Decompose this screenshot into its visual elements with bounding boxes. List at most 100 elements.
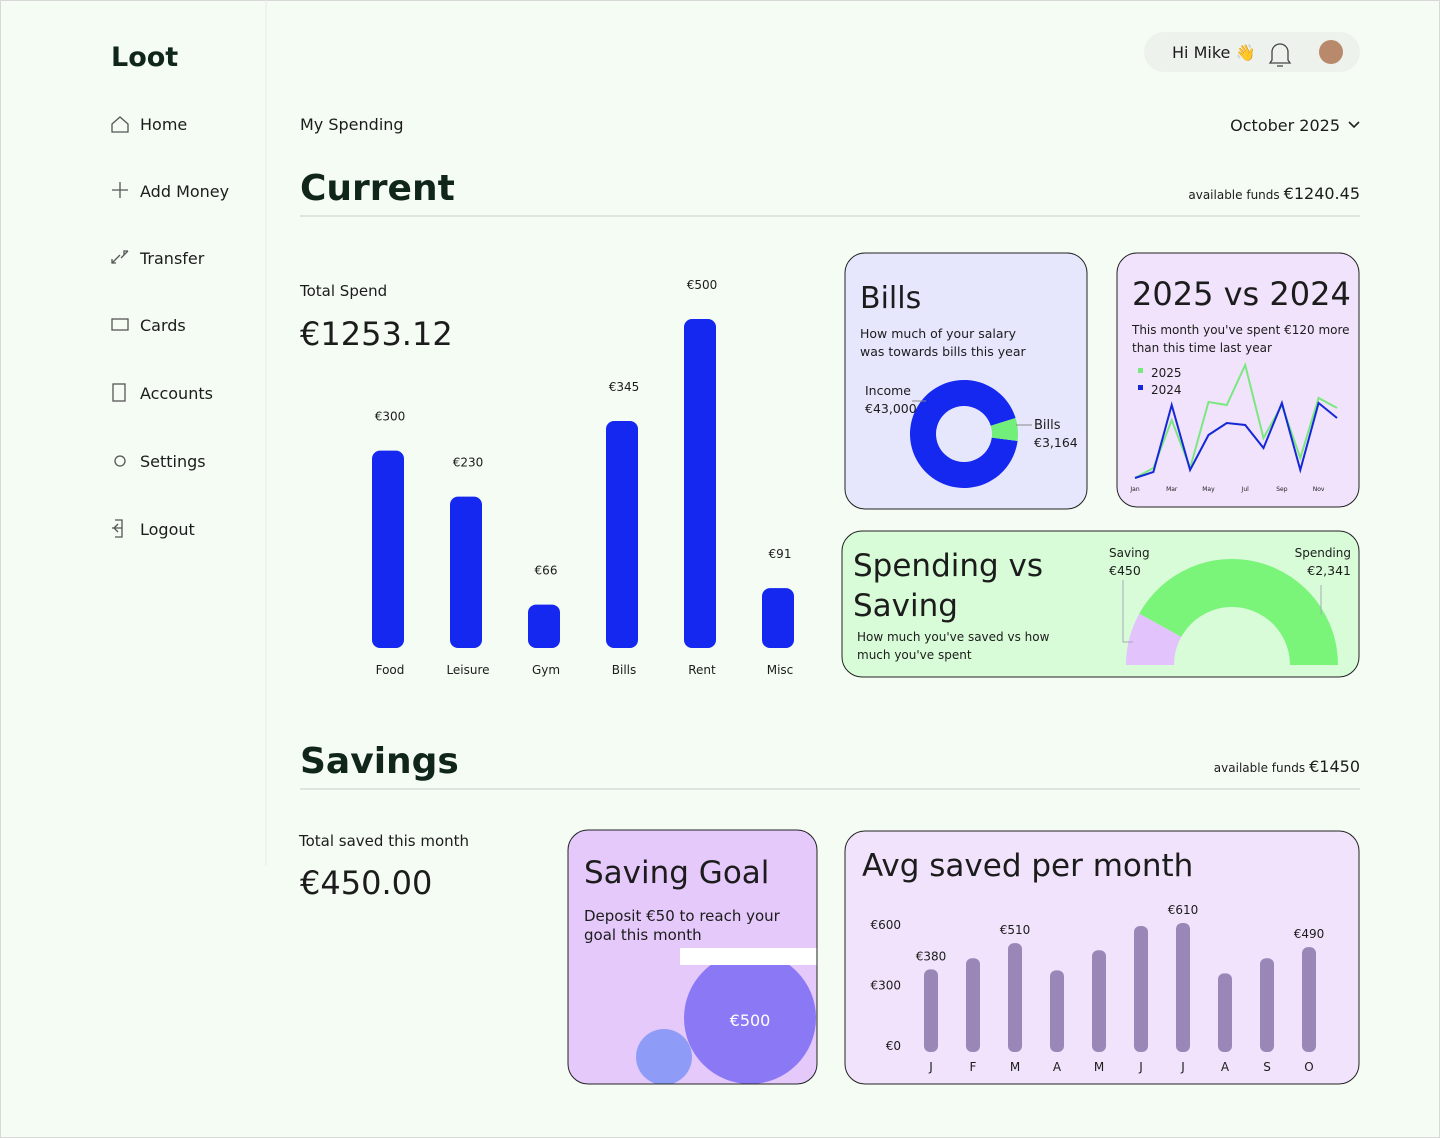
x-tick-label: Leisure bbox=[446, 663, 489, 677]
bar-label: €345 bbox=[609, 380, 640, 394]
card-subtitle: How much you've saved vs how bbox=[857, 630, 1050, 644]
nav-item[interactable]: Transfer bbox=[139, 249, 205, 268]
slice-label: Income bbox=[865, 383, 911, 398]
card-title: Avg saved per month bbox=[862, 848, 1193, 884]
nav-icons bbox=[111, 116, 129, 538]
bills-donut: Income €43,000 Bills €3,164 bbox=[865, 379, 1078, 488]
bar bbox=[1176, 922, 1190, 1052]
x-tick-label: Mar bbox=[1166, 486, 1178, 493]
bar-label: €500 bbox=[687, 278, 718, 292]
funds-label: available funds bbox=[1188, 188, 1279, 202]
x-tick-label: Bills bbox=[612, 663, 637, 677]
slice bbox=[990, 417, 1019, 441]
x-tick-label: Gym bbox=[532, 663, 560, 677]
legend-swatch bbox=[1138, 385, 1143, 390]
card-subtitle: was towards bills this year bbox=[860, 344, 1027, 359]
legend-label: 2025 bbox=[1151, 366, 1182, 380]
compare-chart: Jan Mar May Jul Sep Nov 2025 2024 bbox=[1129, 362, 1338, 493]
deposit-bubble bbox=[636, 1029, 692, 1084]
nav-item[interactable]: Home bbox=[140, 115, 187, 134]
funds: available funds €1450 bbox=[1214, 757, 1360, 776]
goal-text: Deposit €50 to reach your bbox=[584, 907, 781, 925]
funds-value: €1450 bbox=[1309, 757, 1360, 776]
funds-value: €1240.45 bbox=[1284, 184, 1360, 203]
card-title: Saving bbox=[853, 588, 958, 624]
slice-value: €43,000 bbox=[865, 401, 917, 416]
bar-label: €610 bbox=[1168, 903, 1199, 917]
y-tick-label: €300 bbox=[870, 979, 901, 993]
bar bbox=[450, 496, 482, 648]
bar bbox=[1050, 970, 1064, 1052]
nav-item[interactable]: Add Money bbox=[140, 182, 229, 201]
goal-text: goal this month bbox=[584, 926, 702, 944]
total-label: Total Spend bbox=[299, 282, 387, 300]
slice-value: €3,164 bbox=[1034, 435, 1078, 450]
nav-item[interactable]: Settings bbox=[140, 452, 206, 471]
bar-label: €300 bbox=[375, 410, 406, 424]
bar-label: €490 bbox=[1294, 927, 1325, 941]
bar bbox=[1134, 926, 1148, 1052]
x-tick-label: Sep bbox=[1276, 486, 1288, 493]
bar-label: €230 bbox=[453, 456, 484, 470]
goal-bubble bbox=[684, 952, 816, 1084]
slice bbox=[1139, 558, 1338, 665]
chevron[interactable] bbox=[1348, 121, 1360, 129]
funds-label: available funds bbox=[1214, 761, 1305, 775]
card-title: Spending vs bbox=[853, 548, 1043, 584]
funds: available funds €1240.45 bbox=[1188, 184, 1360, 203]
page-label: My Spending bbox=[300, 115, 404, 134]
bar-label: €91 bbox=[769, 547, 792, 561]
card-title: Saving Goal bbox=[584, 855, 769, 891]
slice bbox=[910, 379, 1018, 488]
section-title: Savings bbox=[300, 741, 459, 782]
slice-value: €2,341 bbox=[1307, 563, 1351, 578]
avg-chart: €0 €300 €600 €380 J F €510 M A M J €610 J A S €490 O bbox=[870, 903, 1324, 1074]
x-tick-label: J bbox=[1138, 1060, 1143, 1074]
bar bbox=[1008, 943, 1022, 1052]
slice-label: Spending bbox=[1295, 546, 1351, 560]
bar bbox=[924, 969, 938, 1052]
bar bbox=[684, 319, 716, 648]
nav-item[interactable]: Cards bbox=[140, 316, 186, 335]
slice-value: €450 bbox=[1109, 563, 1141, 578]
x-tick-label: Food bbox=[376, 663, 405, 677]
card-subtitle: This month you've spent €120 more bbox=[1131, 323, 1350, 337]
bar bbox=[372, 450, 404, 648]
nav-item[interactable]: Logout bbox=[140, 520, 195, 539]
bar bbox=[966, 958, 980, 1052]
x-tick-label: May bbox=[1202, 486, 1215, 493]
nav: Home Add Money Transfer Cards Accounts Settin… bbox=[139, 115, 229, 539]
y-tick-label: €0 bbox=[886, 1039, 901, 1053]
month-select[interactable]: October 2025 bbox=[1230, 116, 1340, 135]
goal-remaining bbox=[680, 948, 817, 965]
card-title: Bills bbox=[860, 281, 921, 316]
slice-label: Bills bbox=[1034, 418, 1061, 433]
bar-label: €66 bbox=[535, 564, 558, 578]
x-tick-label: M bbox=[1094, 1060, 1104, 1074]
bar-label: €510 bbox=[1000, 923, 1031, 937]
avatar[interactable] bbox=[1319, 40, 1343, 64]
x-tick-label: J bbox=[928, 1060, 933, 1074]
x-tick-label: S bbox=[1263, 1060, 1271, 1074]
total-value: €1253.12 bbox=[300, 315, 453, 353]
bar bbox=[606, 420, 638, 648]
x-tick-label: A bbox=[1053, 1060, 1062, 1074]
line-series bbox=[1134, 362, 1338, 479]
y-tick-label: €600 bbox=[870, 918, 901, 932]
section-title: Current bbox=[300, 168, 455, 209]
total-value: €450.00 bbox=[300, 864, 432, 902]
x-tick-label: M bbox=[1010, 1060, 1020, 1074]
goal-border bbox=[567, 829, 818, 1085]
brand: Loot bbox=[111, 42, 178, 73]
nav-item[interactable]: Accounts bbox=[140, 384, 213, 403]
card-subtitle: much you've spent bbox=[857, 648, 972, 662]
x-tick-label: Jan bbox=[1129, 486, 1139, 493]
x-tick-label: J bbox=[1180, 1060, 1185, 1074]
slice bbox=[1126, 613, 1182, 665]
spend-chart: €300 Food €230 Leisure €66 Gym €345 Bills €500 Re… bbox=[372, 278, 794, 677]
total-label: Total saved this month bbox=[298, 832, 469, 850]
bar bbox=[1092, 950, 1106, 1052]
bell-icon[interactable] bbox=[1268, 43, 1292, 67]
user-pill bbox=[1144, 32, 1360, 72]
